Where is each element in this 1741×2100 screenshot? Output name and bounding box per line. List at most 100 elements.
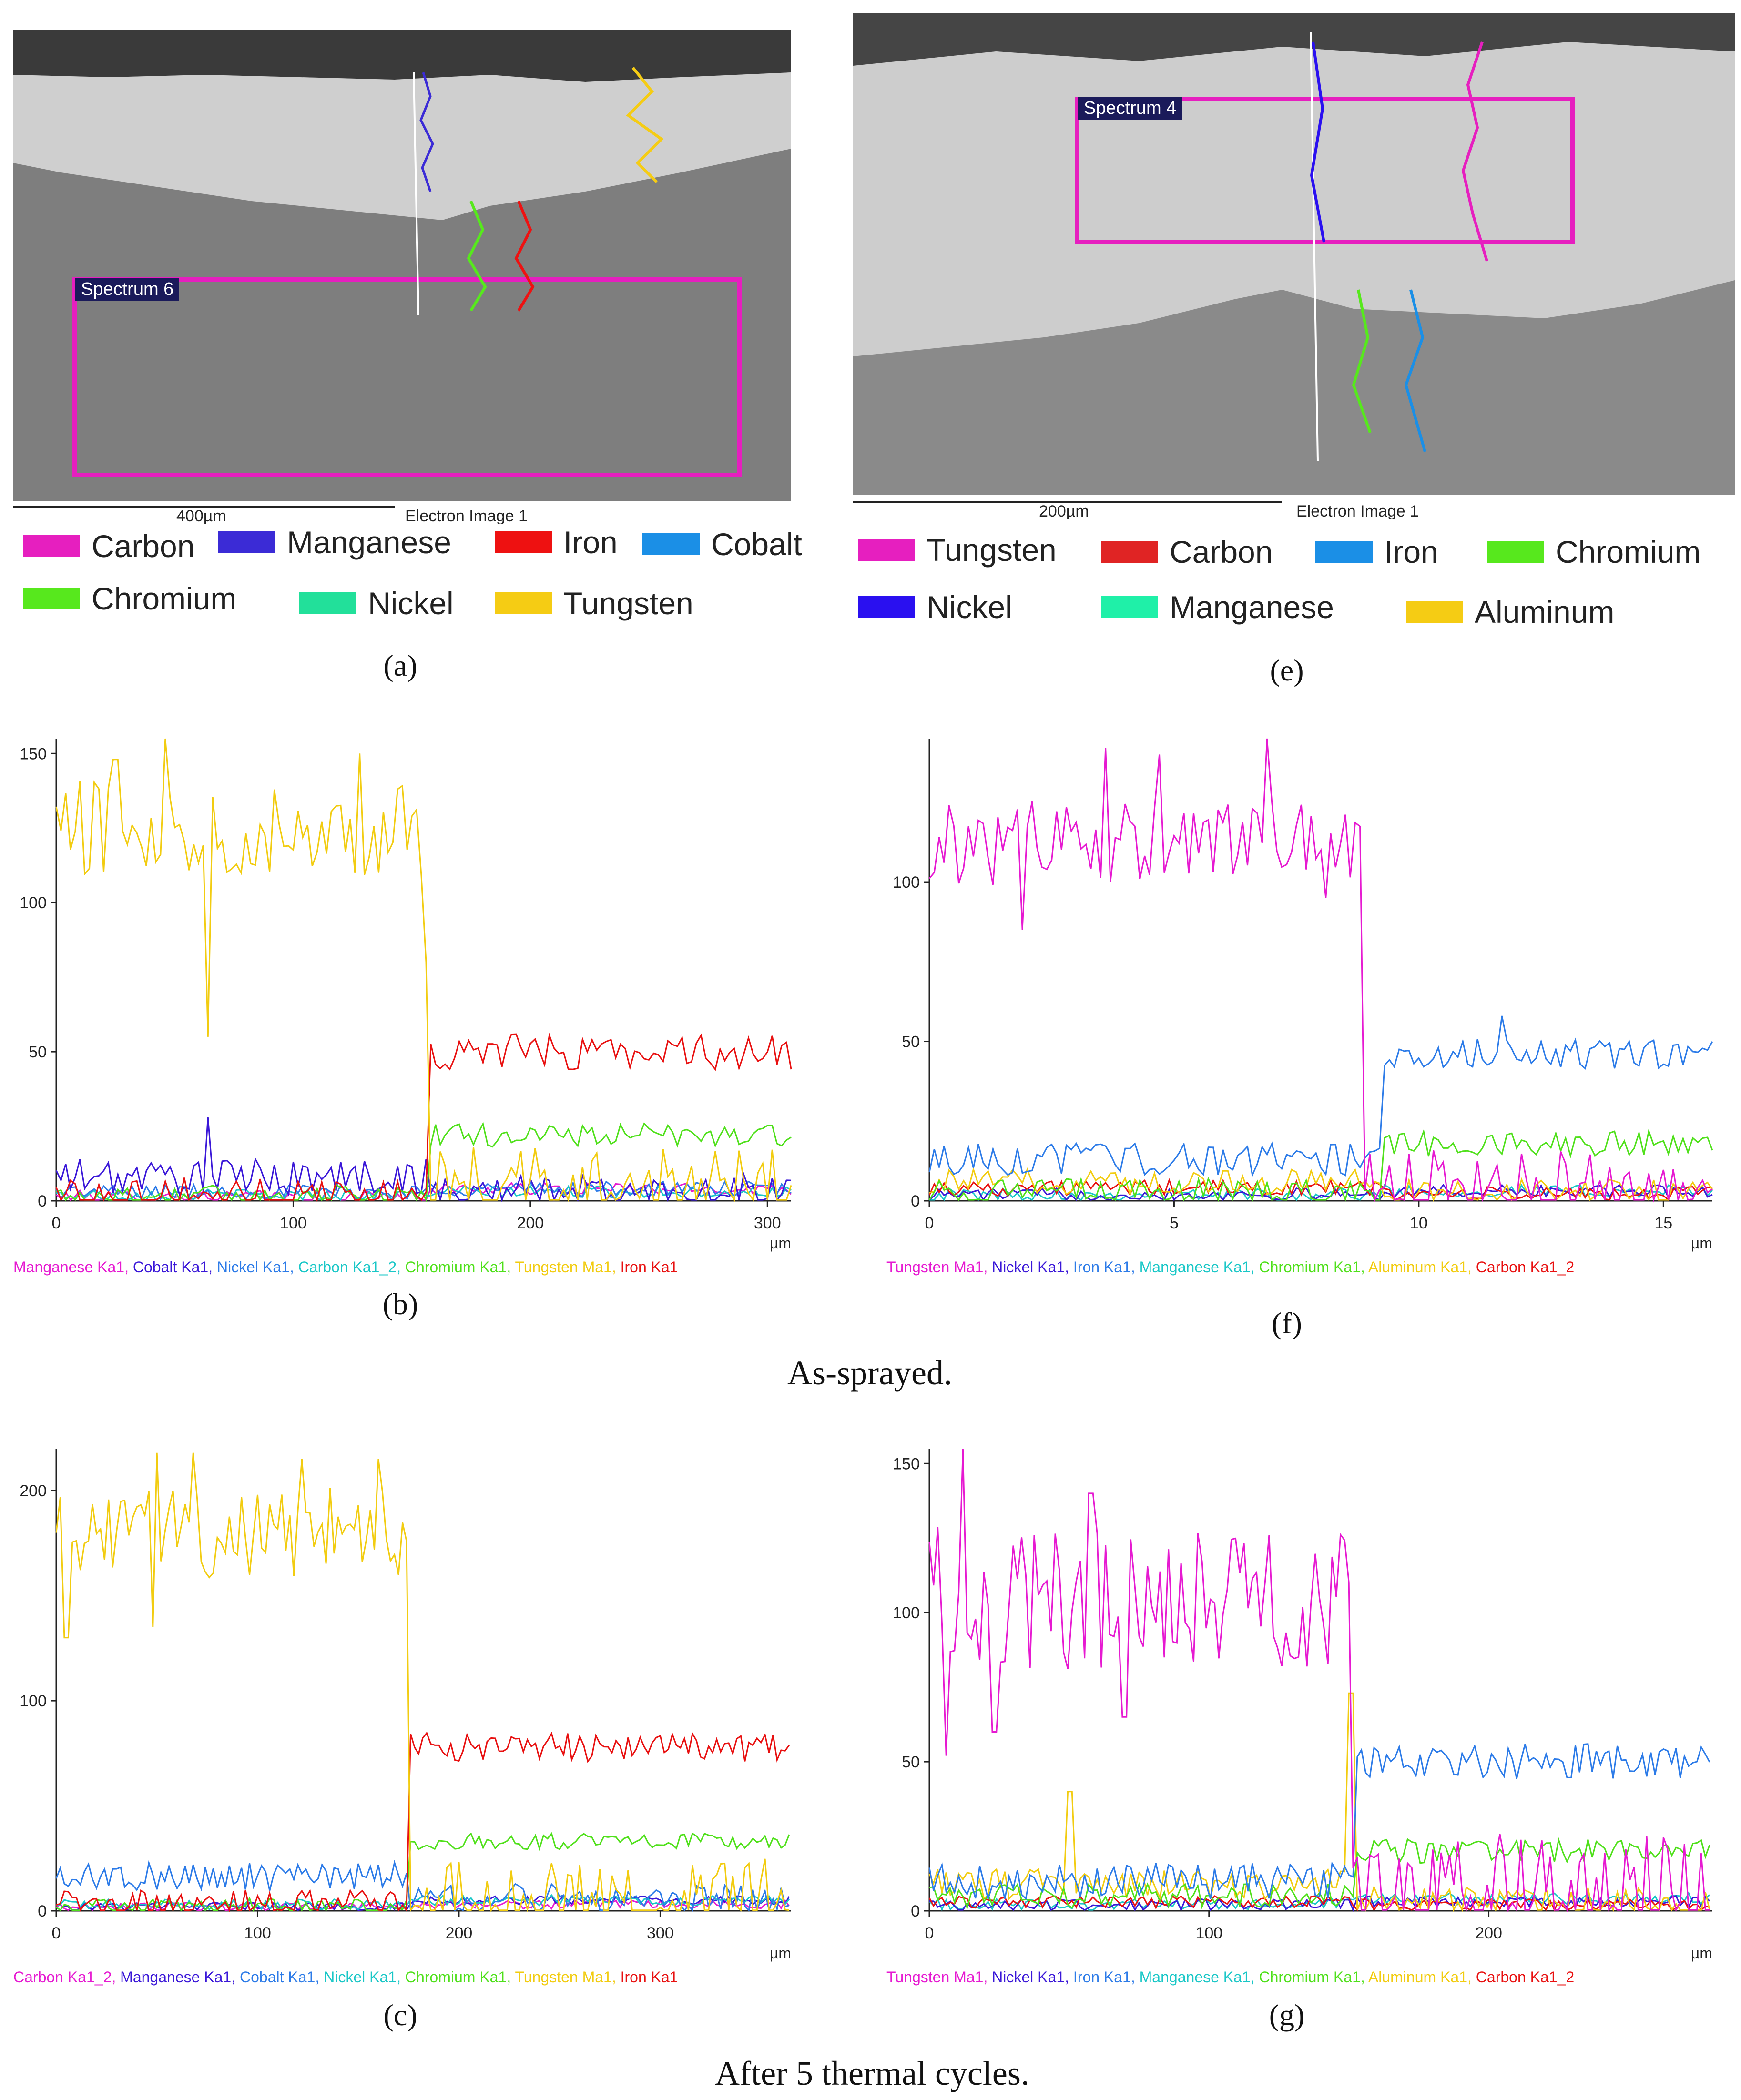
series-line-iron-ka1 bbox=[928, 1015, 1713, 1178]
caption-after-cycles: After 5 thermal cycles. bbox=[715, 2054, 1029, 2092]
series-line-chromium-ka1 bbox=[929, 1837, 1710, 1910]
series-line-chromium-ka1 bbox=[56, 1832, 790, 1912]
legend-item-aluminum: Aluminum bbox=[1406, 594, 1614, 630]
legend-swatch bbox=[858, 539, 915, 561]
series-line-tungsten-ma1 bbox=[55, 738, 792, 1202]
series-line-cobalt-ka1 bbox=[55, 1859, 790, 1913]
sem-image-a: Spectrum 6 bbox=[13, 30, 791, 501]
legend-text: Carbon bbox=[1170, 534, 1273, 569]
series-line-tungsten-ma1 bbox=[928, 1448, 1710, 1913]
panel-label-e: (e) bbox=[1270, 653, 1304, 687]
x-axis-label: µm bbox=[1691, 1945, 1712, 1962]
y-tick-label: 100 bbox=[20, 1692, 47, 1710]
y-tick-label: 50 bbox=[902, 1753, 920, 1771]
panel-label-g: (g) bbox=[1269, 1998, 1305, 2032]
chart-g-svg: 0 50 100 150 0 100 200 µm Tungsten Ma1, Nickel K… bbox=[886, 1448, 1712, 1986]
series-line-iron-ka1 bbox=[55, 1032, 792, 1203]
chart-legend-entry: Manganese Ka1, bbox=[1140, 1968, 1259, 1986]
panel-label-a: (a) bbox=[383, 649, 417, 682]
x-tick-label: 100 bbox=[280, 1214, 307, 1232]
x-tick-label: 0 bbox=[925, 1214, 934, 1232]
y-tick-label: 0 bbox=[911, 1902, 920, 1920]
linescan-a bbox=[413, 67, 664, 316]
legend-item-tungsten: Tungsten bbox=[858, 532, 1057, 568]
chart-f-svg: 0 50 100 0 5 10 15 µm Tungsten Ma1, Nickel Ka1, … bbox=[886, 738, 1713, 1276]
sem-image-a-graphic bbox=[13, 30, 791, 501]
chart-c-svg: 0 100 200 0 100 200 300 µm Carbon Ka1_2, Mangane… bbox=[13, 1449, 791, 1986]
linescan-e bbox=[1310, 32, 1488, 462]
legend-item-iron: Iron bbox=[495, 524, 618, 560]
series-line-carbon-ka1-2 bbox=[928, 1894, 1710, 1912]
spectrum-label: Spectrum 4 bbox=[1078, 97, 1182, 120]
legend-swatch bbox=[218, 531, 275, 553]
panel-label-f: (f) bbox=[1272, 1306, 1302, 1340]
scale-label: 400µm bbox=[176, 507, 226, 525]
legend-item-manganese: Manganese bbox=[1101, 589, 1334, 625]
chart-legend-entry: Nickel Ka1, bbox=[324, 1968, 405, 1986]
chart-legend-entry: Iron Ka1, bbox=[1073, 1968, 1140, 1986]
x-tick-label: 100 bbox=[1195, 1924, 1222, 1942]
spectrum-label: Spectrum 6 bbox=[75, 278, 180, 301]
chart-legend-entry: Tungsten Ma1, bbox=[886, 1968, 992, 1986]
scale-label: 200µm bbox=[1039, 502, 1089, 520]
chart-legend-entry: Carbon Ka1_2 bbox=[1476, 1968, 1574, 1986]
x-axis-label: µm bbox=[770, 1235, 791, 1252]
legend-item-tungsten: Tungsten bbox=[495, 585, 693, 621]
chart-legend-entry: Iron Ka1 bbox=[621, 1968, 678, 1986]
x-tick-label: 200 bbox=[517, 1214, 544, 1232]
chart-legend-entry: Carbon Ka1_2, bbox=[298, 1258, 405, 1276]
panel-label-b: (b) bbox=[382, 1287, 418, 1321]
y-tick-label: 150 bbox=[20, 745, 47, 763]
chart-legend-entry: Chromium Ka1, bbox=[405, 1258, 515, 1276]
chart-legend-entry: Tungsten Ma1, bbox=[886, 1258, 992, 1276]
chart-legend-entry: Nickel Ka1, bbox=[992, 1258, 1073, 1276]
legend-a: Carbon Manganese Iron Cobalt Chromium Ni… bbox=[13, 524, 802, 639]
chart-legend-entry: Nickel Ka1, bbox=[992, 1968, 1073, 1986]
chart-legend-entry: Iron Ka1, bbox=[1073, 1258, 1140, 1276]
y-tick-label: 0 bbox=[911, 1192, 920, 1210]
legend-swatch bbox=[299, 592, 356, 614]
legend-text: Nickel bbox=[368, 586, 454, 621]
legend-text: Chromium bbox=[1556, 534, 1701, 569]
scale-bar bbox=[13, 506, 395, 508]
legend-e: Tungsten Carbon Iron Chromium Nickel Man… bbox=[853, 519, 1735, 639]
x-tick-label: 5 bbox=[1170, 1214, 1179, 1232]
legend-item-chromium: Chromium bbox=[1487, 534, 1700, 570]
y-tick-label: 100 bbox=[20, 894, 47, 912]
chart-legend-entry: Aluminum Ka1, bbox=[1368, 1258, 1476, 1276]
y-tick-label: 0 bbox=[38, 1192, 47, 1210]
legend-swatch bbox=[1101, 541, 1158, 563]
chart-f: 0 50 100 0 5 10 15 µm Tungsten Ma1, Nickel Ka1, … bbox=[867, 724, 1741, 1287]
y-tick-label: 50 bbox=[29, 1043, 47, 1061]
chart-b-svg: 0 50 100 150 0 100 200 300 µm Manganese Ka1, Coba… bbox=[13, 738, 792, 1276]
legend-swatch bbox=[1101, 596, 1158, 618]
legend-text: Aluminum bbox=[1475, 594, 1615, 629]
image-label: Electron Image 1 bbox=[405, 507, 528, 525]
chart-legend-entry: Iron Ka1 bbox=[621, 1258, 678, 1276]
chart-legend: Tungsten Ma1, Nickel Ka1, Iron Ka1, Mang… bbox=[886, 1968, 1574, 1986]
x-axis-label: µm bbox=[1691, 1235, 1712, 1252]
chart-legend-entry: Manganese Ka1, bbox=[13, 1258, 133, 1276]
y-tick-label: 0 bbox=[38, 1902, 47, 1920]
chart-legend-entry: Chromium Ka1, bbox=[1259, 1968, 1368, 1986]
x-tick-label: 0 bbox=[52, 1924, 61, 1942]
legend-item-chromium: Chromium bbox=[23, 580, 236, 617]
legend-text: Manganese bbox=[287, 525, 451, 560]
x-tick-label: 200 bbox=[446, 1924, 473, 1942]
legend-item-iron: Iron bbox=[1315, 534, 1438, 570]
panel-label-c: (c) bbox=[383, 1998, 417, 2032]
y-tick-label: 150 bbox=[893, 1455, 920, 1473]
legend-text: Manganese bbox=[1170, 589, 1334, 625]
legend-swatch bbox=[1315, 541, 1373, 563]
legend-swatch bbox=[23, 588, 80, 609]
series-line-manganese-ka1 bbox=[929, 1184, 1713, 1202]
x-tick-label: 10 bbox=[1410, 1214, 1428, 1232]
series-line-manganese-ka1 bbox=[928, 1891, 1710, 1912]
x-tick-label: 300 bbox=[754, 1214, 781, 1232]
legend-swatch bbox=[495, 531, 552, 553]
legend-item-carbon: Carbon bbox=[23, 528, 194, 564]
scale-bar bbox=[853, 501, 1282, 503]
x-tick-label: 200 bbox=[1475, 1924, 1502, 1942]
image-label: Electron Image 1 bbox=[1296, 502, 1419, 520]
y-tick-label: 100 bbox=[893, 1604, 920, 1622]
